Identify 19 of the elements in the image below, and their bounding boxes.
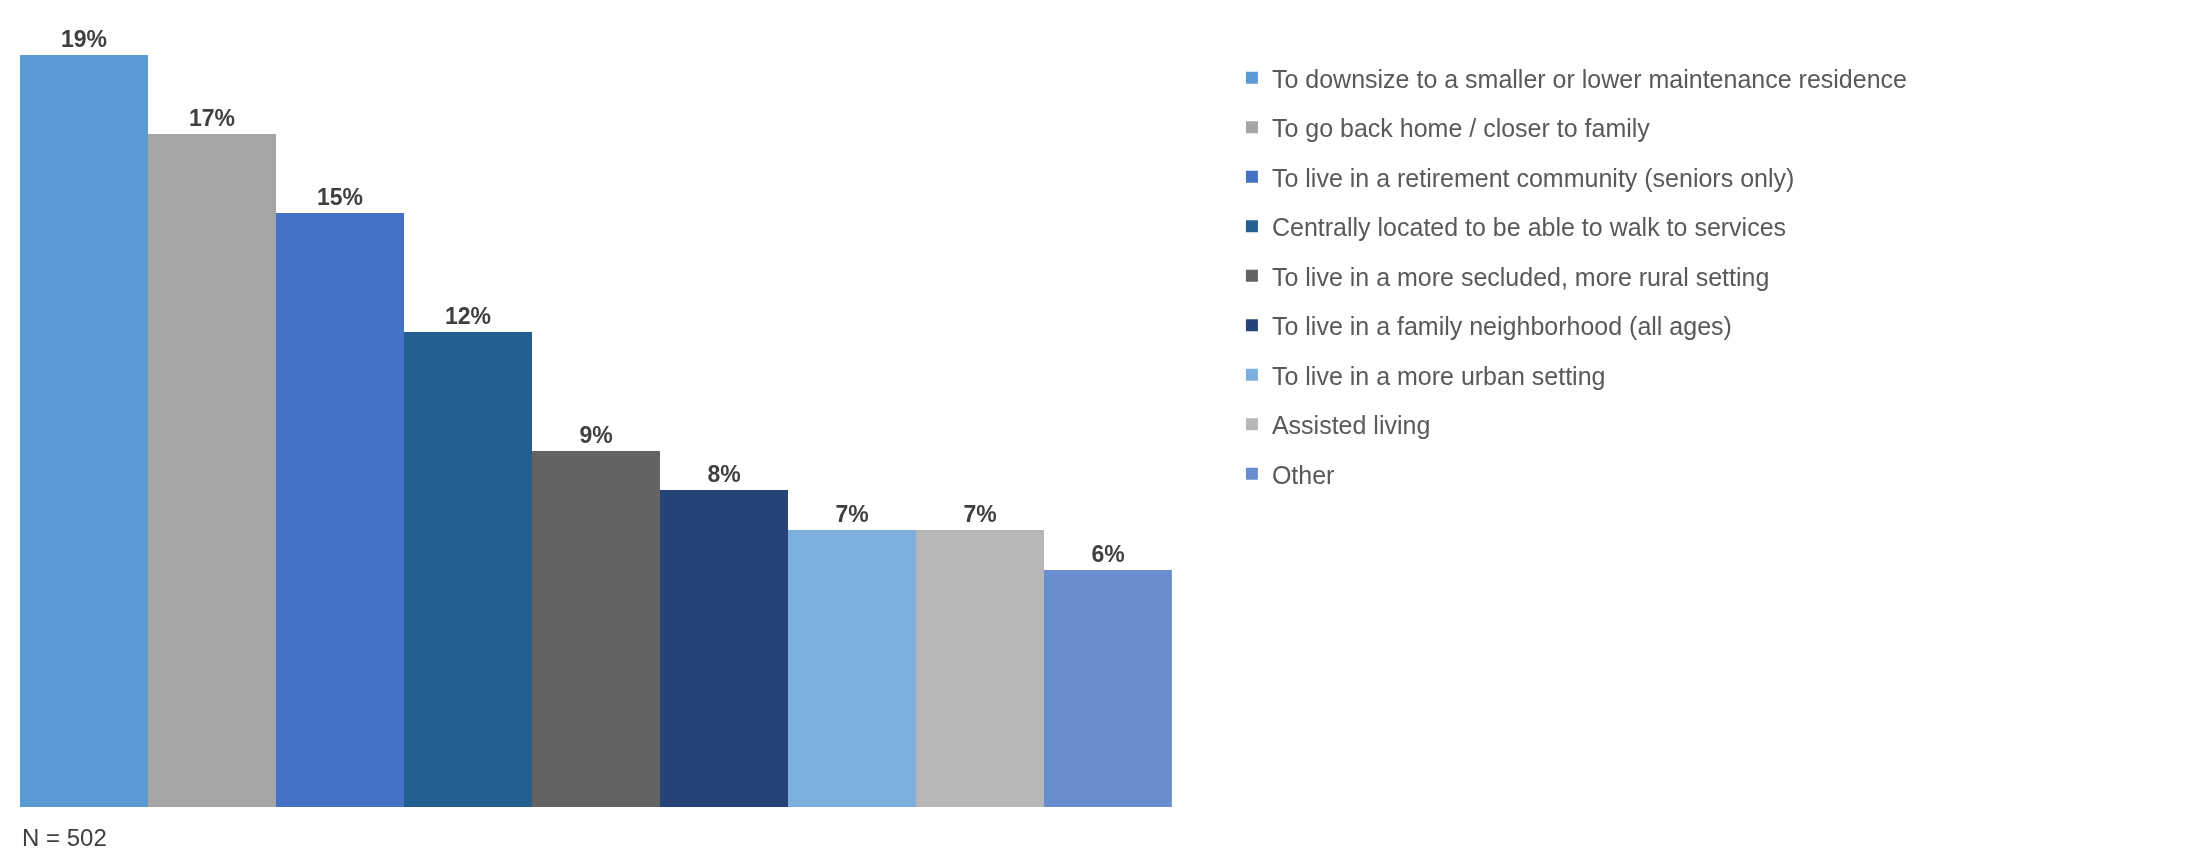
legend-label: To live in a more secluded, more rural setting	[1271, 262, 1770, 291]
data-label: 8%	[707, 461, 741, 487]
text: N = 502	[22, 824, 107, 851]
data-label: 7%	[835, 501, 869, 527]
data-label: 17%	[188, 105, 236, 131]
data-label: 7%	[963, 501, 997, 527]
legend-label: Centrally located to be able to walk to services	[1271, 213, 1787, 241]
legend-label: To live in a more urban setting	[1271, 361, 1606, 390]
legend-label: Other	[1271, 460, 1335, 489]
data-label: 6%	[1091, 541, 1125, 567]
legend-label: To downsize to a smaller or lower maintenance residence	[1271, 64, 1907, 93]
legend-label: To go back home / closer to family	[1271, 114, 1651, 142]
data-label: 15%	[316, 184, 364, 210]
data-label: 19%	[60, 26, 108, 52]
data-label: 12%	[444, 303, 492, 329]
legend-label: To live in a retirement community (seniors only)	[1271, 163, 1795, 192]
data-label: 9%	[579, 422, 613, 448]
legend-label: To live in a family neighborhood (all ages)	[1271, 312, 1732, 340]
legend-label: Assisted living	[1271, 411, 1431, 439]
